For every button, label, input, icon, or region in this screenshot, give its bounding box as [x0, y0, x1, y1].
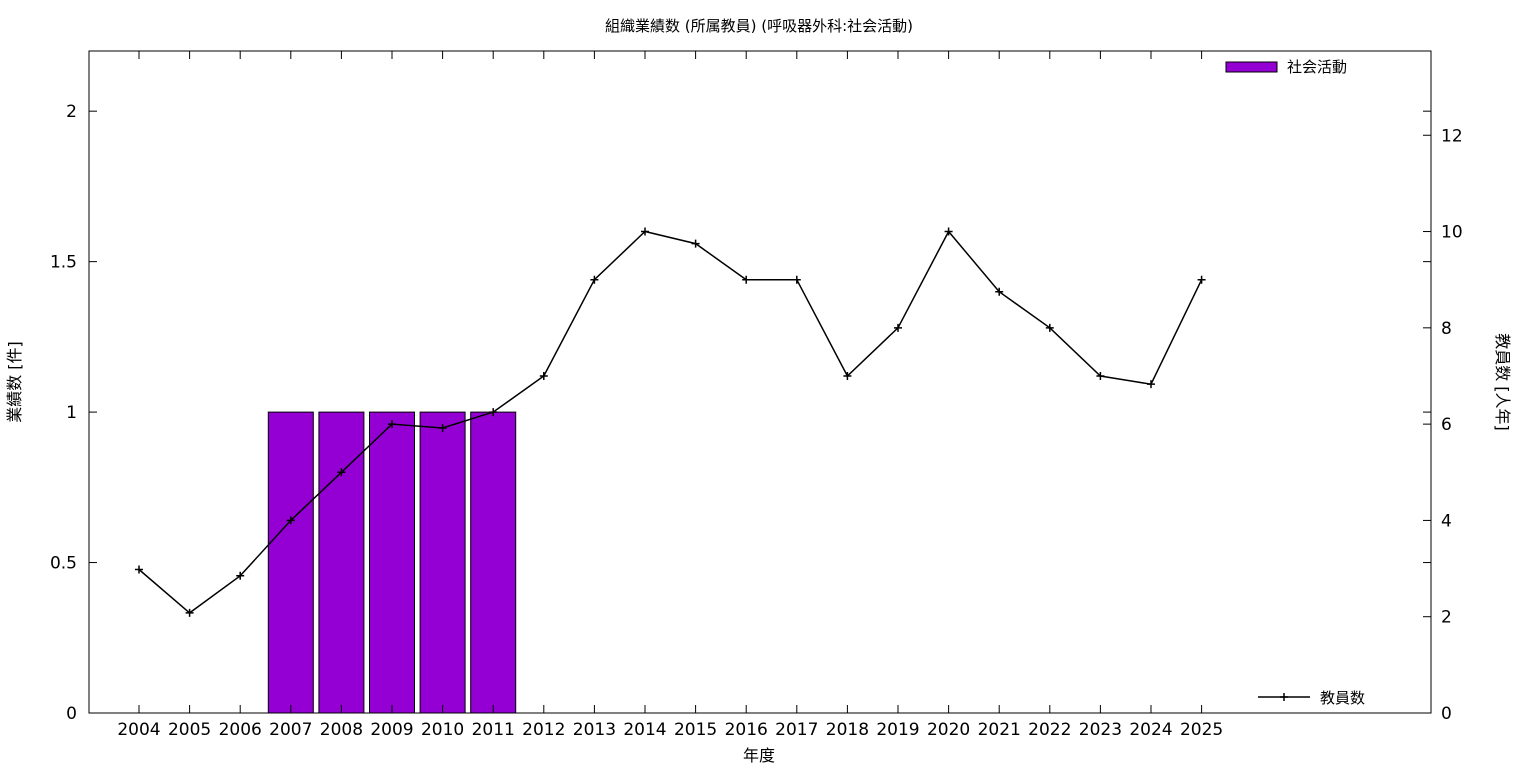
x-tick-label: 2008: [320, 720, 363, 740]
plot-frame: [88, 50, 1432, 714]
x-tick-label: 2014: [623, 720, 666, 740]
x-tick-label: 2020: [927, 720, 970, 740]
x-tick-label: 2009: [370, 720, 413, 740]
point-2021: [995, 287, 1004, 296]
y-axis-left: 0 0.5 1 1.5 2: [50, 102, 1431, 724]
y-tick-label: 2: [66, 102, 77, 122]
chart-title: 組織業績数 (所属教員) (呼吸器外科:社会活動): [605, 17, 913, 35]
y2-tick-label: 10: [1441, 223, 1463, 243]
y-tick-label: 1: [66, 403, 77, 423]
point-2020: [944, 227, 953, 236]
x-tick-label: 2006: [219, 720, 262, 740]
y-axis-right: 0 2 4 6 8 10 12: [1423, 126, 1463, 724]
x-tick-label: 2017: [775, 720, 818, 740]
bar-2010: [419, 411, 466, 714]
point-2007: [286, 516, 295, 525]
y2-tick-label: 6: [1441, 415, 1452, 435]
point-2022: [1045, 323, 1054, 332]
point-2015: [691, 239, 700, 248]
bar-2007: [267, 411, 314, 714]
point-2019: [894, 323, 902, 332]
legend-line: 教員数: [1258, 689, 1365, 707]
bar-2009: [369, 411, 415, 714]
point-2014: [641, 227, 649, 236]
y2-tick-label: 12: [1441, 126, 1463, 146]
x-tick-label: 2012: [522, 720, 565, 740]
x-tick-label: 2013: [573, 720, 616, 740]
y-tick-label: 0.5: [50, 554, 77, 574]
bars: [267, 411, 517, 714]
y2-tick-label: 4: [1441, 511, 1452, 531]
bar-2011: [470, 411, 517, 714]
legend-bar-swatch: [1225, 61, 1278, 73]
x-tick-label: 2004: [117, 720, 160, 740]
x-tick-label: 2019: [876, 720, 919, 740]
x-tick-label: 2024: [1129, 720, 1172, 740]
y-tick-label: 0: [66, 704, 77, 724]
x-tick-label: 2018: [826, 720, 869, 740]
point-2004: [135, 565, 143, 574]
line-series: [135, 227, 1206, 617]
point-2018: [843, 371, 852, 380]
x-tick-label: 2011: [472, 720, 515, 740]
point-2017: [792, 275, 801, 284]
y2-axis-label: 教員数 [人年]: [1493, 333, 1512, 431]
x-tick-label: 2015: [674, 720, 717, 740]
x-tick-label: 2007: [269, 720, 312, 740]
point-2005: [185, 608, 194, 617]
point-2012: [539, 371, 548, 380]
point-2024: [1147, 380, 1155, 389]
point-2013: [590, 275, 599, 284]
point-2006: [236, 571, 245, 580]
x-axis-label: 年度: [743, 746, 775, 765]
x-tick-label: 2016: [725, 720, 768, 740]
point-2025: [1197, 275, 1206, 284]
legend-line-marker: [1280, 693, 1288, 701]
y2-tick-label: 2: [1441, 608, 1452, 628]
point-2009: [388, 420, 396, 429]
legend-bar-label: 社会活動: [1287, 58, 1347, 76]
x-tick-label: 2021: [978, 720, 1021, 740]
y2-tick-label: 0: [1441, 704, 1452, 724]
point-2011: [489, 408, 498, 417]
y-axis-label: 業績数 [件]: [5, 341, 24, 423]
legend-line-label: 教員数: [1320, 689, 1365, 707]
x-tick-label: 2010: [421, 720, 464, 740]
x-tick-label: 2023: [1079, 720, 1122, 740]
x-tick-label: 2005: [168, 720, 211, 740]
x-axis: 2004 2005 2006 2007 2008 2009 2010 2011 2012 2013…: [117, 51, 1223, 740]
point-2023: [1096, 371, 1105, 380]
y2-tick-label: 8: [1441, 319, 1452, 339]
legend-bar: 社会活動: [1225, 58, 1347, 76]
y-tick-label: 1.5: [50, 253, 77, 273]
point-2008: [337, 468, 346, 477]
x-tick-label: 2025: [1180, 720, 1223, 740]
x-tick-label: 2022: [1028, 720, 1071, 740]
series-line: [138, 230, 1203, 614]
point-2016: [742, 275, 751, 284]
point-2010: [438, 423, 447, 432]
